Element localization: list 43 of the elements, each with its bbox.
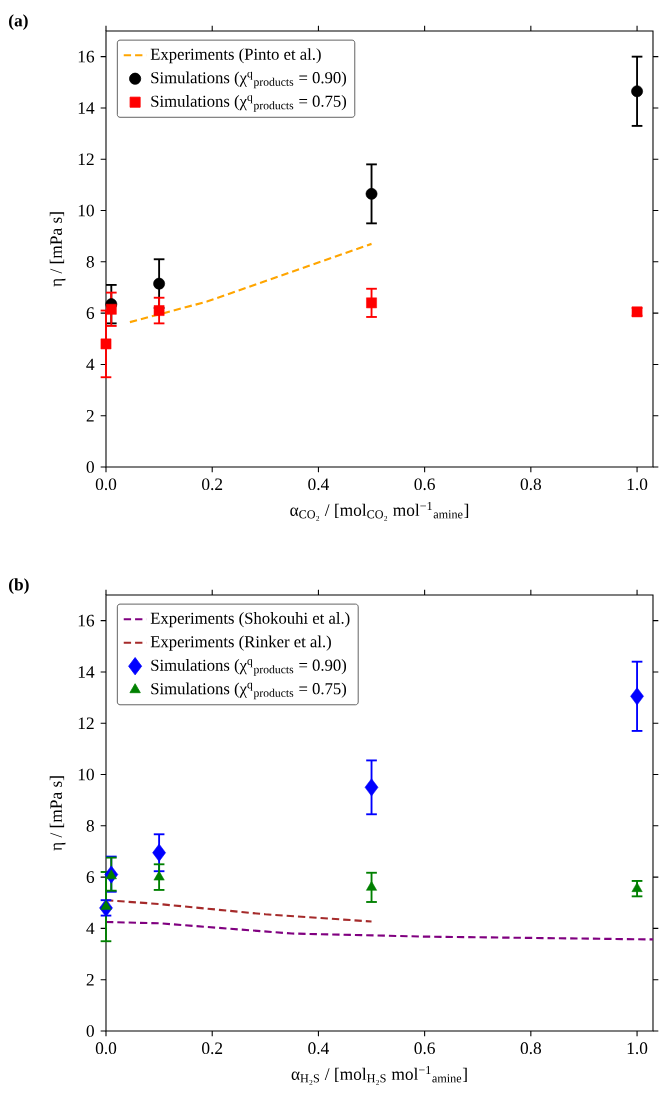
legend-label: Simulations (χ$^{q}$$_{products}$ = 0.75): [151, 682, 347, 700]
x-tick-label: 0.4: [308, 478, 329, 491]
x-axis-title: α$_{CO₂}$ / [mol$_{CO₂}$ mol$^{−1}$$_{amine}$]: [290, 501, 469, 521]
y-axis-title: η / [mPa s]: [49, 212, 66, 287]
x-tick-label: 0.4: [308, 1042, 329, 1055]
x-tick-label: 0.8: [520, 1042, 542, 1055]
legend-label: Experiments (Pinto et al.): [150, 48, 321, 64]
chart-title: (b): [9, 578, 29, 594]
y-axis-title: η / [mPa s]: [49, 776, 66, 851]
y-tick-label: 12: [78, 153, 94, 165]
x-tick-label: 0.6: [414, 1042, 435, 1055]
legend-label: Simulations (χ$^{q}$$_{products}$ = 0.90): [151, 659, 347, 676]
y-tick-label: 16: [78, 50, 95, 63]
legend-label: Simulations (χ$^{q}$$_{products}$ = 0.90): [151, 71, 347, 89]
y-tick-label: 8: [86, 819, 94, 832]
x-tick-label: 1.0: [627, 1042, 648, 1055]
y-tick-label: 0: [86, 1025, 94, 1037]
y-tick-label: 14: [78, 666, 95, 678]
y-tick-label: 4: [86, 358, 95, 371]
x-tick-label: 0.0: [95, 1042, 117, 1055]
x-tick-label: 0.8: [520, 478, 542, 491]
y-tick-label: 10: [78, 768, 94, 781]
x-tick-label: 1.0: [627, 478, 648, 491]
x-tick-label: 0.2: [202, 478, 223, 491]
y-tick-label: 6: [86, 307, 95, 319]
y-tick-label: 8: [86, 255, 94, 268]
x-axis-title: α$_{H₂S}$ / [mol$_{H₂S}$ mol$^{−1}$$_{amine}$]: [291, 1065, 467, 1085]
legend-label: Experiments (Rinker et al.): [150, 635, 331, 651]
y-tick-label: 2: [86, 409, 94, 422]
y-tick-label: 2: [86, 973, 94, 986]
x-tick-label: 0.2: [202, 1042, 223, 1055]
legend-label: Simulations (χ$^{q}$$_{products}$ = 0.75): [151, 95, 347, 112]
y-tick-label: 14: [78, 102, 95, 114]
y-tick-label: 10: [78, 204, 94, 217]
y-tick-label: 0: [86, 461, 94, 473]
y-tick-label: 12: [78, 717, 94, 729]
y-tick-label: 6: [86, 871, 95, 883]
x-tick-label: 0.0: [95, 478, 117, 491]
y-tick-label: 4: [86, 922, 95, 935]
y-tick-label: 16: [78, 614, 95, 627]
chart-title: (a): [9, 14, 28, 30]
legend-label: Experiments (Shokouhi et al.): [150, 612, 350, 628]
x-tick-label: 0.6: [414, 478, 435, 491]
